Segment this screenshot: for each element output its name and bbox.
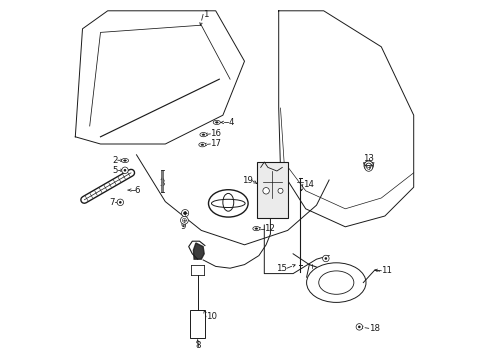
Circle shape	[123, 169, 126, 172]
Text: 19: 19	[241, 176, 252, 185]
Text: 1: 1	[203, 10, 208, 19]
Circle shape	[180, 216, 188, 224]
Circle shape	[324, 257, 326, 260]
Circle shape	[182, 219, 186, 222]
Circle shape	[183, 211, 186, 215]
Text: 20: 20	[266, 211, 278, 220]
Text: 10: 10	[205, 312, 217, 321]
Bar	[190, 310, 204, 338]
Ellipse shape	[254, 228, 257, 229]
Text: 12: 12	[264, 224, 275, 233]
Circle shape	[119, 201, 122, 204]
Text: 7: 7	[109, 198, 115, 207]
Text: 8: 8	[195, 341, 200, 350]
Text: 4: 4	[228, 118, 233, 127]
Circle shape	[357, 325, 360, 328]
Ellipse shape	[252, 226, 260, 231]
Circle shape	[322, 255, 328, 262]
Text: 2: 2	[112, 156, 118, 165]
Ellipse shape	[200, 132, 206, 137]
Text: 9: 9	[180, 222, 185, 231]
Text: 14: 14	[302, 180, 313, 189]
Ellipse shape	[215, 122, 218, 123]
Ellipse shape	[202, 134, 204, 135]
Circle shape	[366, 166, 370, 169]
Circle shape	[355, 324, 362, 330]
Ellipse shape	[121, 158, 128, 163]
Circle shape	[363, 161, 373, 170]
Text: 18: 18	[368, 324, 379, 333]
Text: 5: 5	[112, 166, 118, 175]
Ellipse shape	[123, 160, 126, 161]
Circle shape	[277, 188, 283, 193]
Circle shape	[122, 167, 128, 174]
Text: 11: 11	[381, 266, 391, 275]
Text: 21: 21	[220, 193, 231, 202]
Ellipse shape	[201, 144, 203, 145]
Text: 13: 13	[363, 154, 373, 163]
Bar	[257, 162, 287, 218]
Circle shape	[364, 163, 372, 171]
Circle shape	[117, 199, 123, 206]
Text: 3: 3	[160, 179, 165, 188]
Text: 16: 16	[210, 129, 221, 138]
Circle shape	[263, 188, 269, 194]
Ellipse shape	[208, 190, 247, 217]
Ellipse shape	[213, 120, 220, 125]
Text: 6: 6	[134, 186, 140, 194]
Text: 15: 15	[275, 264, 286, 273]
Ellipse shape	[199, 143, 205, 147]
Polygon shape	[193, 243, 204, 259]
Circle shape	[366, 163, 370, 168]
Circle shape	[181, 210, 188, 217]
Text: 17: 17	[210, 139, 221, 148]
